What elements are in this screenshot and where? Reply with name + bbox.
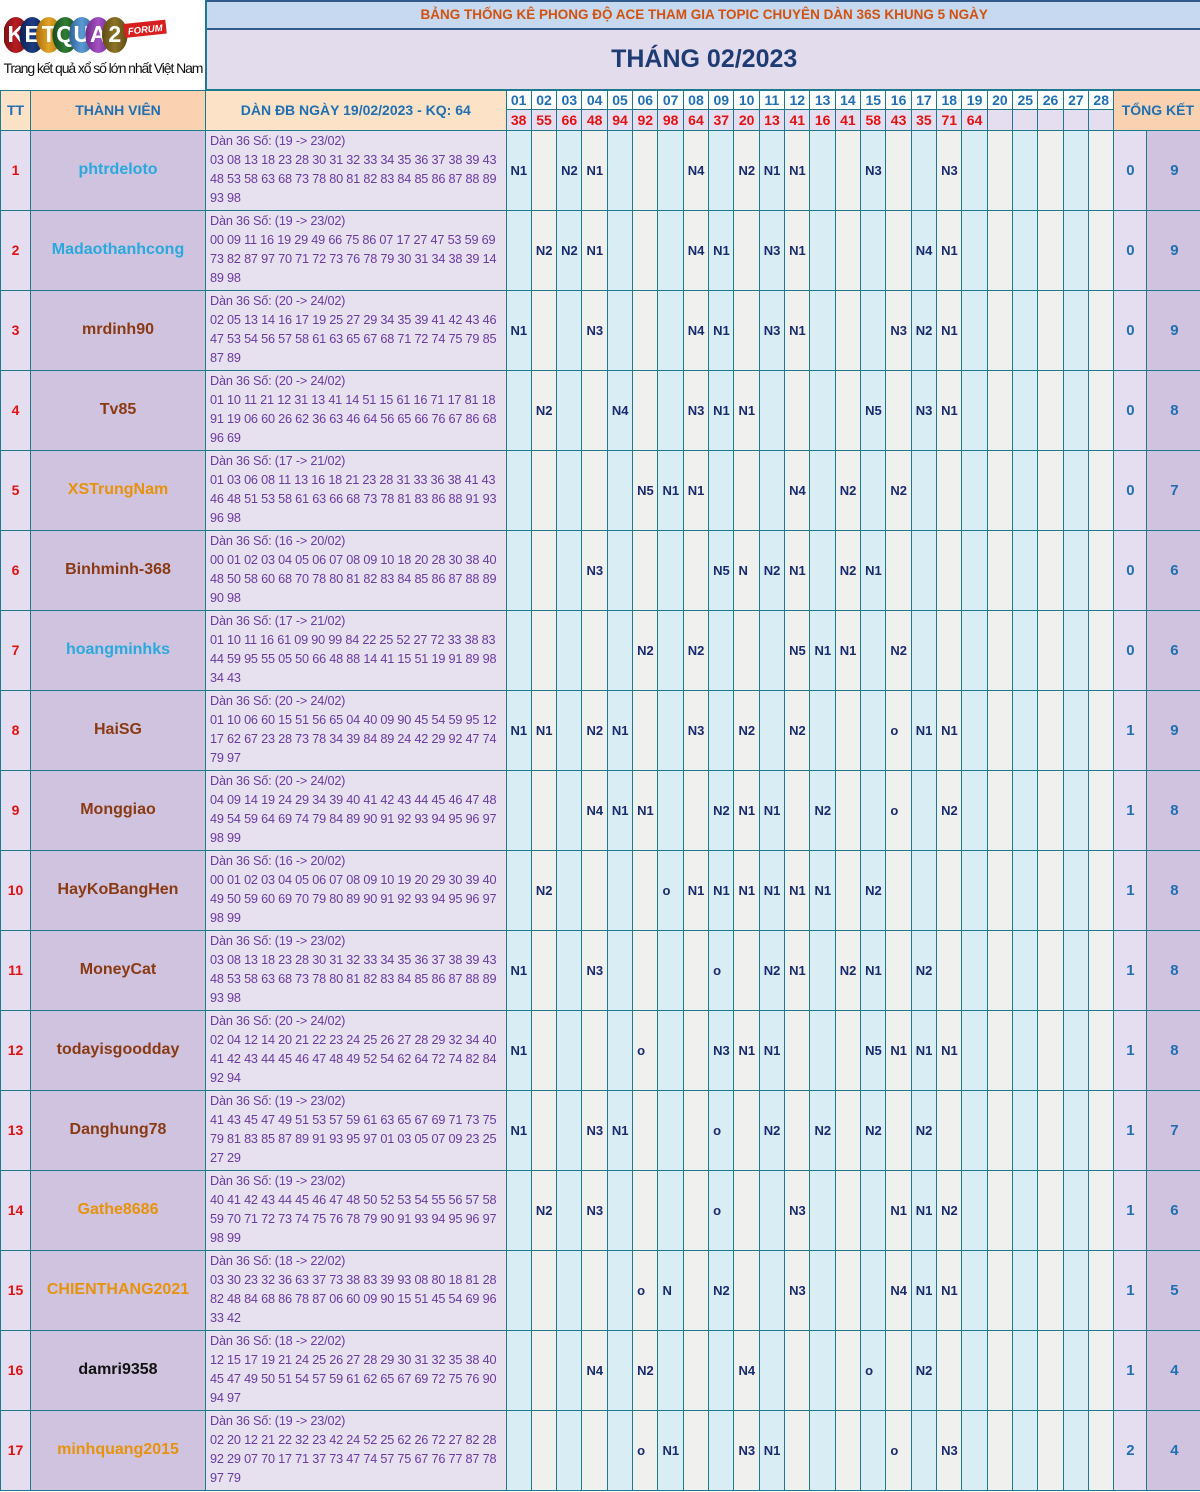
svg-text:2: 2 [108, 21, 121, 47]
svg-text:FORUM: FORUM [127, 23, 164, 38]
